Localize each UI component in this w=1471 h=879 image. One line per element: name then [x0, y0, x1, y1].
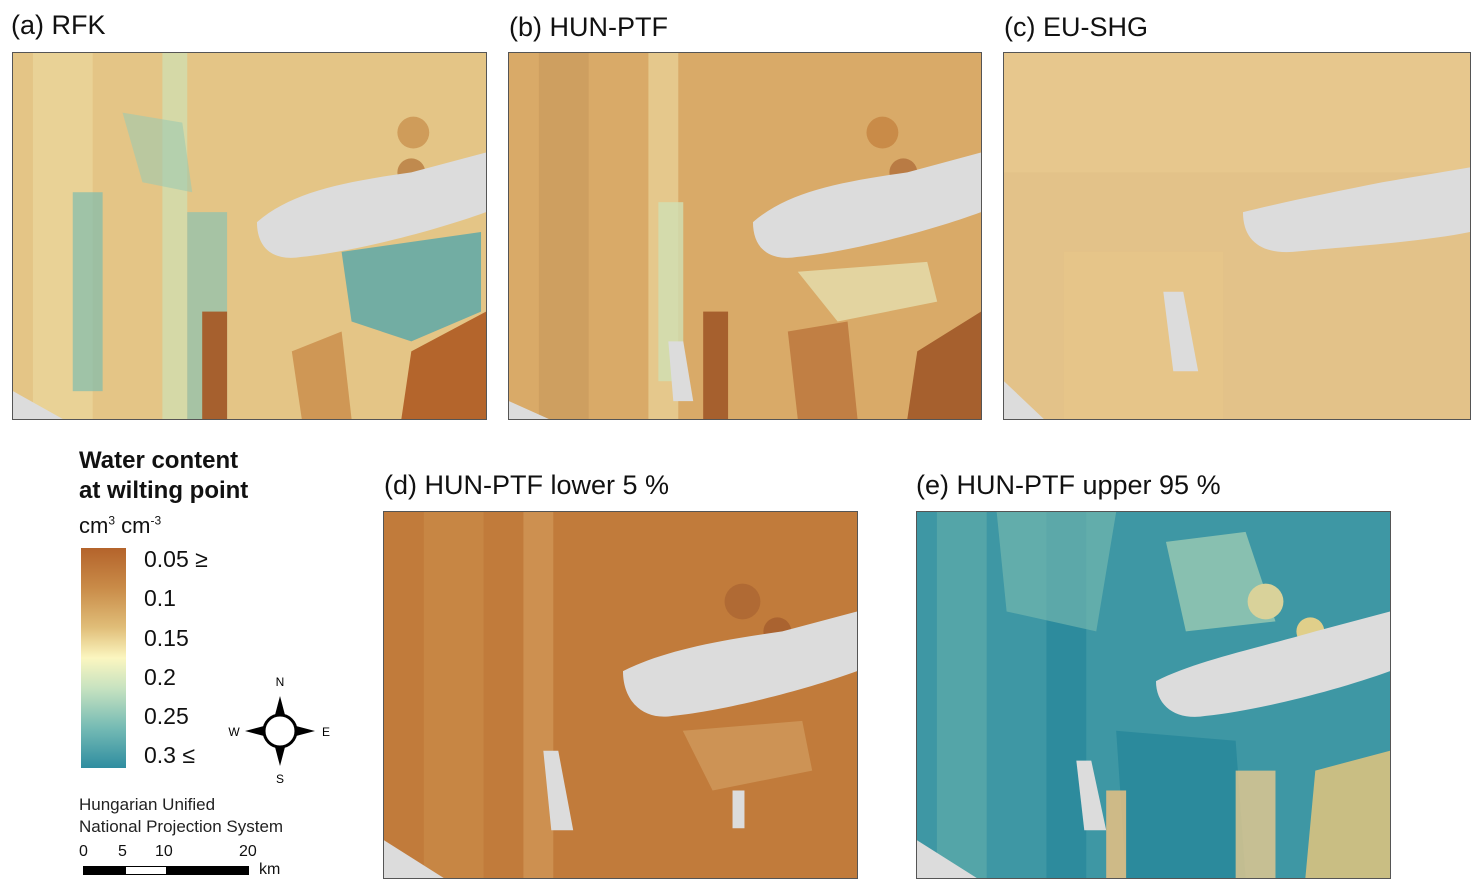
- unit-mid: cm: [115, 513, 151, 538]
- panel-d-title: (d) HUN-PTF lower 5 %: [384, 470, 670, 500]
- panel-c-title: (c) EU-SHG: [1004, 12, 1148, 42]
- legend-tick-4: 0.25: [144, 703, 189, 729]
- legend-tick-0: 0.05 ≥: [144, 546, 208, 572]
- panel-e-title: (e) HUN-PTF upper 95 %: [916, 470, 1221, 500]
- map-b-raster: [509, 53, 981, 419]
- projection-line2: National Projection System: [79, 817, 284, 836]
- unit-exp1: 3: [108, 513, 116, 528]
- scale-label-20: 20: [239, 843, 257, 860]
- scale-label-5: 5: [118, 843, 127, 860]
- unit-base: cm: [79, 513, 109, 538]
- scale-bar-seg-2: [126, 867, 166, 874]
- map-panel-e-upper-95: [916, 511, 1391, 879]
- map-panel-b-hun-ptf: [508, 52, 982, 420]
- legend-color-ramp: [81, 548, 126, 768]
- legend-tick-3: 0.2: [144, 664, 176, 690]
- scale-bar-seg-3: [166, 867, 248, 874]
- scale-unit: km: [259, 861, 281, 878]
- map-a-raster: [13, 53, 486, 419]
- compass-e: E: [322, 725, 330, 739]
- projection-line1: Hungarian Unified: [79, 795, 216, 814]
- legend-title-line1: Water content: [79, 447, 239, 474]
- map-c-raster: [1004, 53, 1470, 419]
- unit-exp2: -3: [150, 513, 162, 528]
- compass-n: N: [276, 676, 285, 689]
- compass-w: W: [228, 725, 240, 739]
- legend-title-line2: at wilting point: [79, 477, 249, 504]
- map-e-raster: [917, 512, 1390, 878]
- legend-unit: cm3 cm-3: [79, 513, 161, 539]
- map-d-raster: [384, 512, 857, 878]
- scale-label-10: 10: [155, 843, 173, 860]
- panel-a-title: (a) RFK: [11, 10, 106, 40]
- map-panel-d-lower-5: [383, 511, 858, 879]
- map-panel-c-eu-shg: [1003, 52, 1471, 420]
- legend-tick-2: 0.15: [144, 625, 189, 651]
- legend-tick-1: 0.1: [144, 585, 176, 611]
- scale-label-0: 0: [79, 843, 88, 860]
- legend-tick-5: 0.3 ≤: [144, 742, 195, 768]
- scale-bar-seg-1: [84, 867, 126, 874]
- scale-bar: [83, 866, 249, 875]
- legend-title: Water content at wilting point: [79, 446, 248, 506]
- map-panel-a-rfk: [12, 52, 487, 420]
- compass-s: S: [276, 772, 284, 786]
- panel-b-title: (b) HUN-PTF: [509, 12, 668, 42]
- north-arrow-compass-icon: N S W E: [228, 676, 330, 786]
